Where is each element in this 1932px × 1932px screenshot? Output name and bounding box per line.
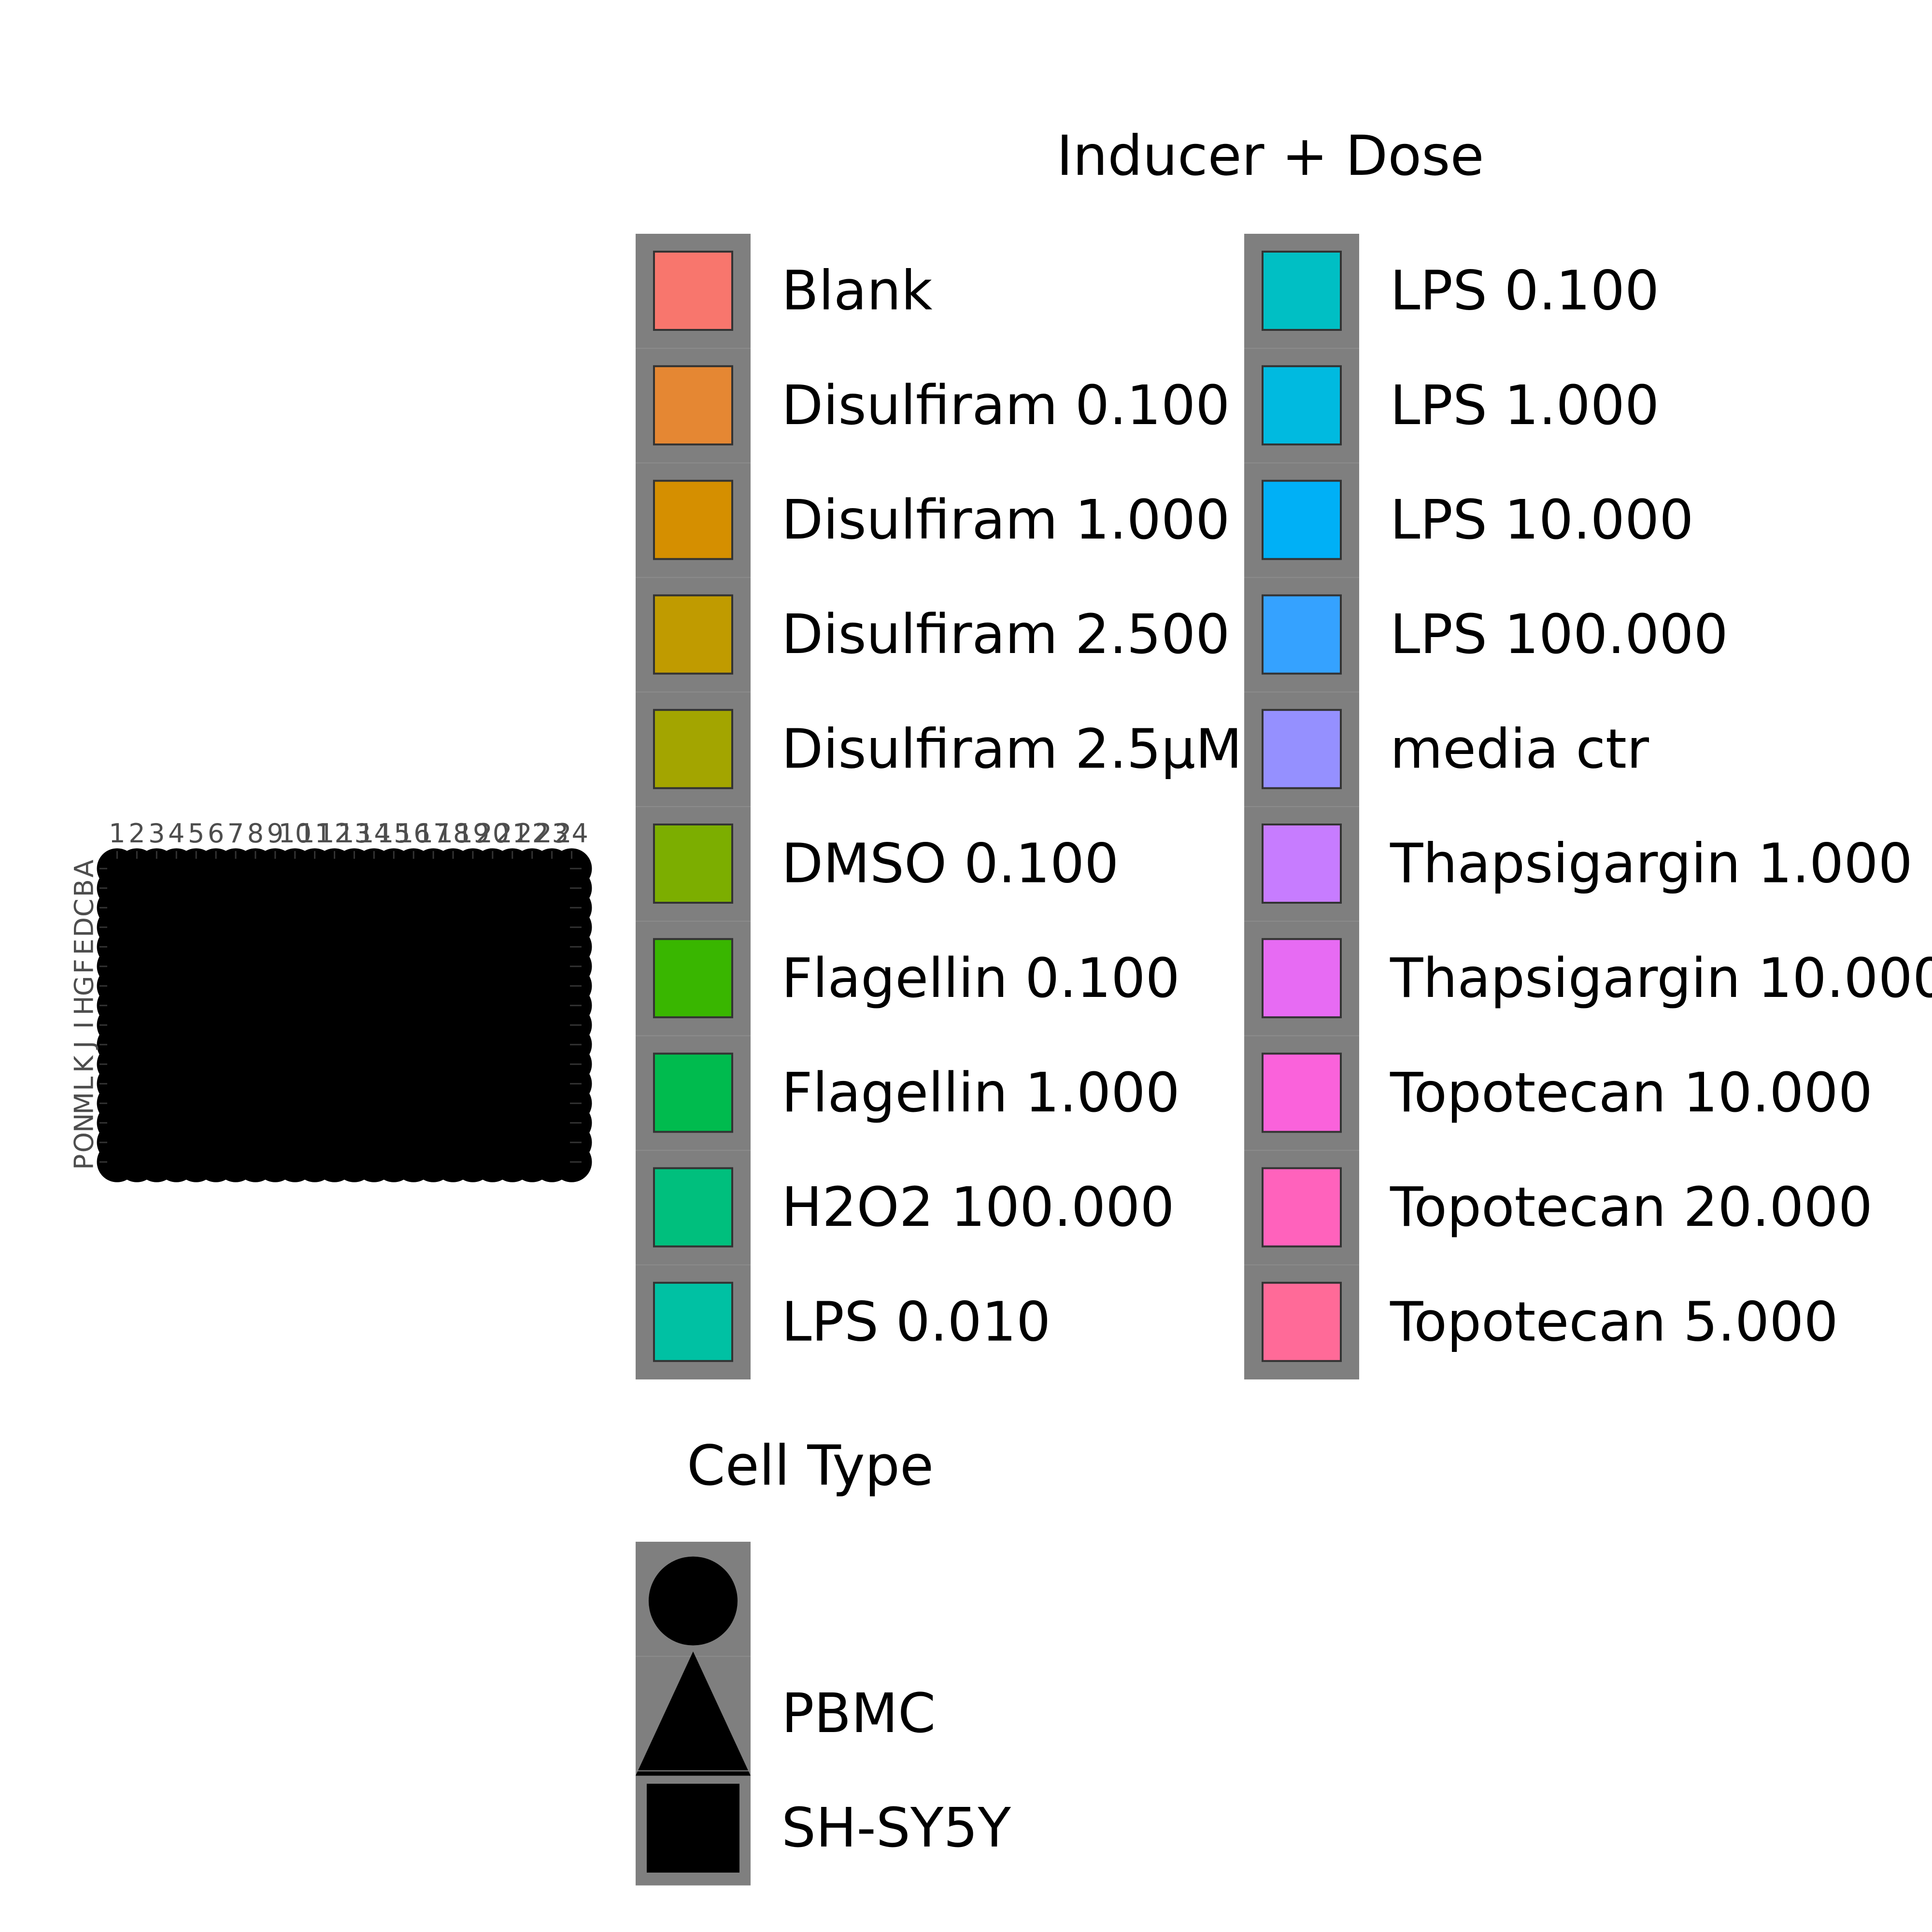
legend-label-3: Disulfiram 2.500 <box>781 603 1230 666</box>
column-label-3: 3 <box>148 818 165 849</box>
legend-swatch-18 <box>1262 1167 1342 1248</box>
row-label-F: F <box>69 959 99 974</box>
column-label-18: 18 <box>437 818 470 849</box>
row-label-G: G <box>69 976 99 996</box>
column-label-14: 14 <box>357 818 391 849</box>
legend-swatch-7 <box>653 1052 733 1133</box>
row-label-K: K <box>69 1055 99 1073</box>
legend-swatch-1 <box>653 365 733 446</box>
column-label-24: 24 <box>555 818 588 849</box>
legend-label-2: Disulfiram 1.000 <box>781 489 1230 552</box>
column-label-11: 11 <box>298 818 331 849</box>
legend-swatch-12 <box>1262 480 1342 560</box>
legend-swatch-4 <box>653 709 733 789</box>
column-label-7: 7 <box>227 818 244 849</box>
legend-title-inducer-dose: Inducer + Dose <box>1056 124 1484 188</box>
legend-swatch-10 <box>1262 251 1342 331</box>
legend-inducer-dose: Inducer + Dose Blank Disulfiram 0.100 Disu… <box>636 124 1932 1379</box>
column-label-16: 16 <box>397 818 430 849</box>
legend-label-6: Flagellin 0.100 <box>781 947 1180 1010</box>
legend-label-cell-1: PBMC <box>781 1682 936 1745</box>
legend-marker-circle <box>649 1556 738 1646</box>
legend-label-0: Blank <box>781 260 933 323</box>
legend-swatch-6 <box>653 938 733 1019</box>
row-label-J: J <box>69 1041 99 1050</box>
legend-swatch-13 <box>1262 594 1342 675</box>
legend-swatch-16 <box>1262 938 1342 1019</box>
plate-panel: 1 2 3 4 5 6 7 8 9101112131415161718192021222324A… <box>69 818 592 1182</box>
column-label-15: 15 <box>377 818 411 849</box>
row-label-I: I <box>69 1021 99 1029</box>
column-label-8: 8 <box>247 818 264 849</box>
column-label-17: 17 <box>417 818 450 849</box>
column-label-23: 23 <box>535 818 568 849</box>
legend-swatch-2 <box>653 480 733 560</box>
legend-label-10: LPS 0.100 <box>1390 260 1659 323</box>
row-label-L: L <box>69 1077 99 1091</box>
row-label-A: A <box>69 860 99 878</box>
legend-title-cell-type: Cell Type <box>687 1434 934 1498</box>
column-label-4: 4 <box>168 818 185 849</box>
legend-swatch-3 <box>653 594 733 675</box>
legend-label-13: LPS 100.000 <box>1390 603 1728 666</box>
column-label-1: 1 <box>109 818 125 849</box>
legend-swatch-15 <box>1262 824 1342 904</box>
column-label-19: 19 <box>456 818 490 849</box>
legend-swatch-17 <box>1262 1052 1342 1133</box>
legend-swatch-5 <box>653 824 733 904</box>
row-label-H: H <box>69 995 99 1015</box>
legend-swatch-14 <box>1262 709 1342 789</box>
legend-label-14: media ctr <box>1390 718 1649 781</box>
legend-label-12: LPS 10.000 <box>1390 489 1694 552</box>
legend-label-9: LPS 0.010 <box>781 1291 1051 1353</box>
legend-swatch-19 <box>1262 1281 1342 1362</box>
legend-label-11: LPS 1.000 <box>1390 374 1659 437</box>
legend-marker-triangle <box>636 1651 751 1776</box>
row-label-B: B <box>69 879 99 897</box>
legend-swatch-11 <box>1262 365 1342 446</box>
column-label-21: 21 <box>496 818 529 849</box>
column-label-5: 5 <box>188 818 204 849</box>
legend-label-17: Topotecan 10.000 <box>1390 1062 1873 1124</box>
legend-label-15: Thapsigargin 1.000 <box>1390 833 1913 895</box>
column-label-2: 2 <box>128 818 145 849</box>
column-label-22: 22 <box>515 818 549 849</box>
row-label-P: P <box>69 1154 99 1170</box>
legend-label-5: DMSO 0.100 <box>781 833 1119 895</box>
column-label-9: 9 <box>267 818 284 849</box>
row-label-C: C <box>69 898 99 917</box>
column-label-10: 10 <box>278 818 312 849</box>
row-label-E: E <box>69 938 99 955</box>
row-label-O: O <box>69 1132 99 1153</box>
legend-marker-square <box>647 1784 739 1873</box>
legend-label-19: Topotecan 5.000 <box>1390 1291 1838 1353</box>
legend-label-18: Topotecan 20.000 <box>1390 1176 1873 1239</box>
column-label-20: 20 <box>476 818 510 849</box>
legend-swatch-0 <box>653 251 733 331</box>
column-label-6: 6 <box>208 818 224 849</box>
row-label-M: M <box>69 1092 99 1115</box>
legend-label-cell-2: SH-SY5Y <box>781 1797 1011 1860</box>
legend-swatch-8 <box>653 1167 733 1248</box>
legend-label-7: Flagellin 1.000 <box>781 1062 1180 1124</box>
legend-cell-type: Cell Type PBMC SH-SY5Y <box>636 1434 1011 1886</box>
legend-label-4: Disulfiram 2.5µM <box>781 718 1242 781</box>
column-label-13: 13 <box>338 818 371 849</box>
row-label-N: N <box>69 1113 99 1133</box>
column-label-12: 12 <box>318 818 351 849</box>
legend-label-16: Thapsigargin 10.000 <box>1390 947 1932 1010</box>
legend-label-1: Disulfiram 0.100 <box>781 374 1230 437</box>
row-label-D: D <box>69 917 99 938</box>
legend-swatch-9 <box>653 1281 733 1362</box>
legend-label-8: H2O2 100.000 <box>781 1176 1175 1239</box>
